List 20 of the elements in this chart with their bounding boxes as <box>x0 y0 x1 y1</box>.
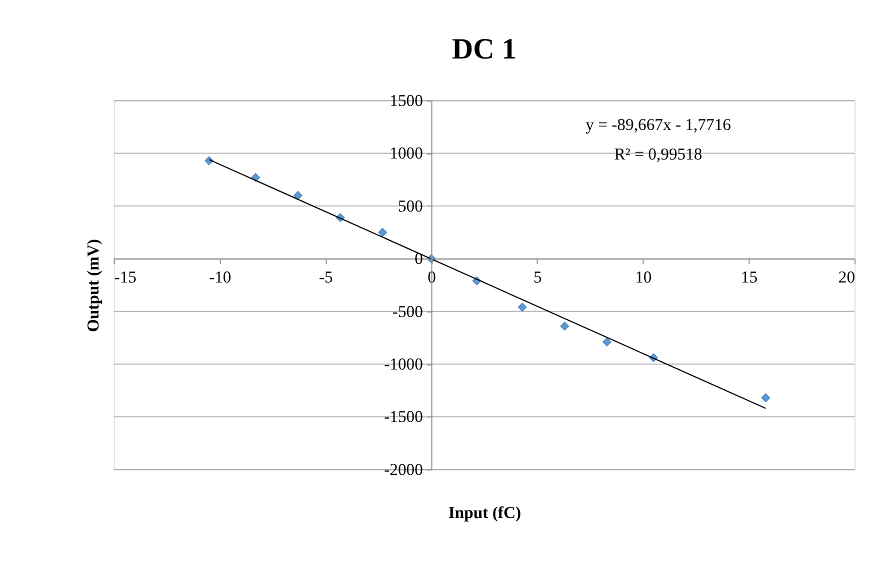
y-tick-label: 1500 <box>390 90 423 110</box>
y-tick-label: -2000 <box>384 460 423 479</box>
x-tick-label: -10 <box>209 268 232 287</box>
annotation: R² = 0,99518 <box>614 144 702 164</box>
x-tick-label: -5 <box>319 268 333 287</box>
y-tick-label: 1000 <box>390 144 423 163</box>
x-tick-label: -15 <box>114 268 137 287</box>
chart-title: DC 1 <box>452 33 516 66</box>
y-tick-label: -1500 <box>384 407 423 426</box>
x-tick-label: 20 <box>838 268 856 287</box>
x-tick-label: 5 <box>533 268 542 287</box>
y-tick-label: 500 <box>398 196 423 216</box>
y-tick-label: -500 <box>392 302 423 321</box>
y-axis-title: Output (mV) <box>84 239 103 332</box>
annotation: y = -89,667x - 1,7716 <box>586 115 731 134</box>
x-tick-label: 10 <box>635 268 652 287</box>
y-tick-label: -1000 <box>384 354 423 374</box>
x-tick-label: 0 <box>428 268 436 287</box>
x-axis-title: Input (fC) <box>448 503 522 522</box>
x-tick-label: 15 <box>740 268 758 287</box>
